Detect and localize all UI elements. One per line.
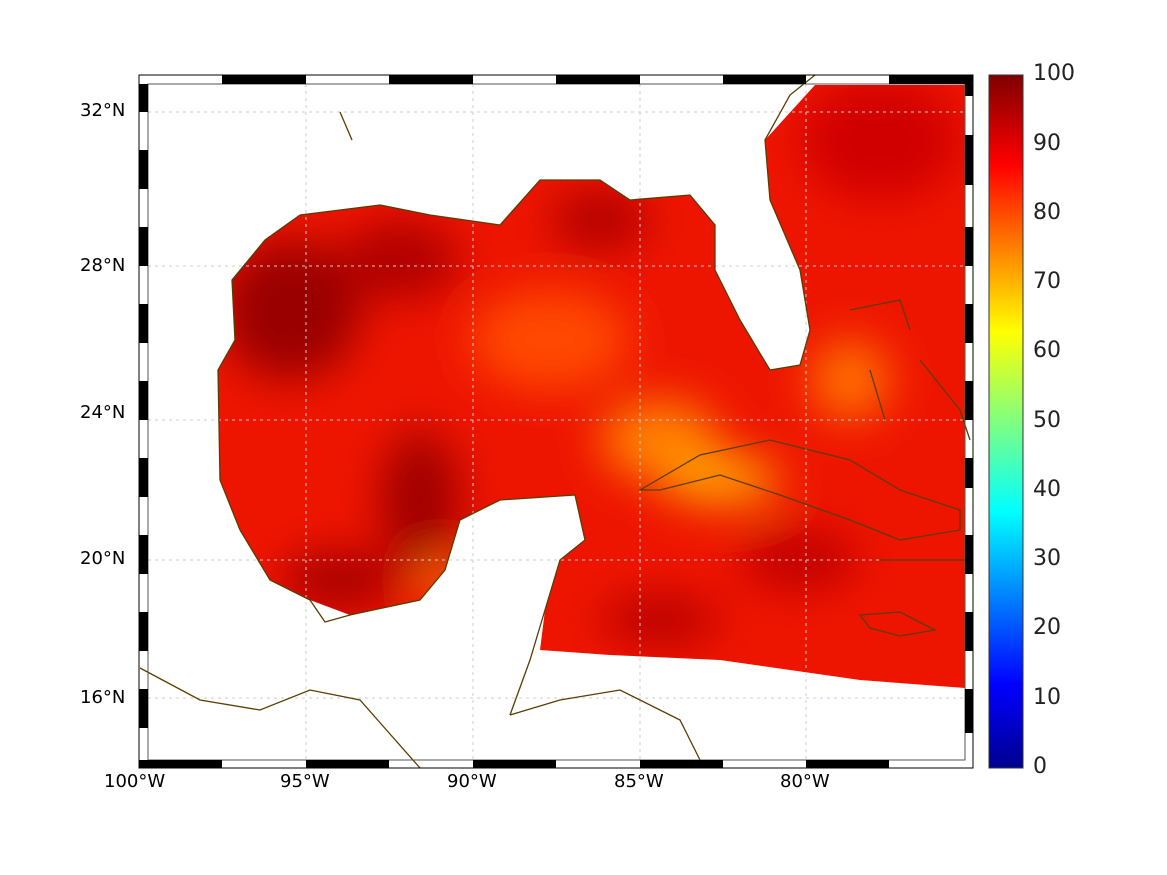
lat-label-28: 28°N — [80, 255, 126, 276]
lon-label-100: 100°W — [104, 771, 166, 792]
lon-label-95: 95°W — [280, 771, 330, 792]
colorbar-label-20: 20 — [1033, 615, 1061, 640]
lon-label-85: 85°W — [614, 771, 664, 792]
coastlines — [139, 74, 971, 769]
jamaica-outline — [858, 611, 938, 637]
grid-lines — [148, 84, 965, 760]
colorbar-label-30: 30 — [1033, 546, 1061, 571]
lat-label-20: 20°N — [80, 548, 126, 569]
colorbar-label-60: 60 — [1033, 338, 1061, 363]
colorbar-label-40: 40 — [1033, 477, 1061, 502]
colorbar-label-90: 90 — [1033, 131, 1061, 156]
colorbar — [988, 74, 1024, 769]
cuba-outline — [637, 439, 961, 541]
lat-label-16: 16°N — [80, 687, 126, 708]
colorbar-label-50: 50 — [1033, 408, 1061, 433]
colorbar-label-0: 0 — [1033, 754, 1047, 779]
colorbar-label-80: 80 — [1033, 200, 1061, 225]
lat-label-24: 24°N — [80, 402, 126, 423]
map-frame — [138, 74, 974, 769]
lon-label-90: 90°W — [447, 771, 497, 792]
colorbar-label-10: 10 — [1033, 685, 1061, 710]
colorbar-label-70: 70 — [1033, 269, 1061, 294]
colorbar-label-100: 100 — [1033, 61, 1075, 86]
lon-label-80: 80°W — [780, 771, 830, 792]
heatmap-field — [218, 85, 965, 688]
lat-label-32: 32°N — [80, 100, 126, 121]
